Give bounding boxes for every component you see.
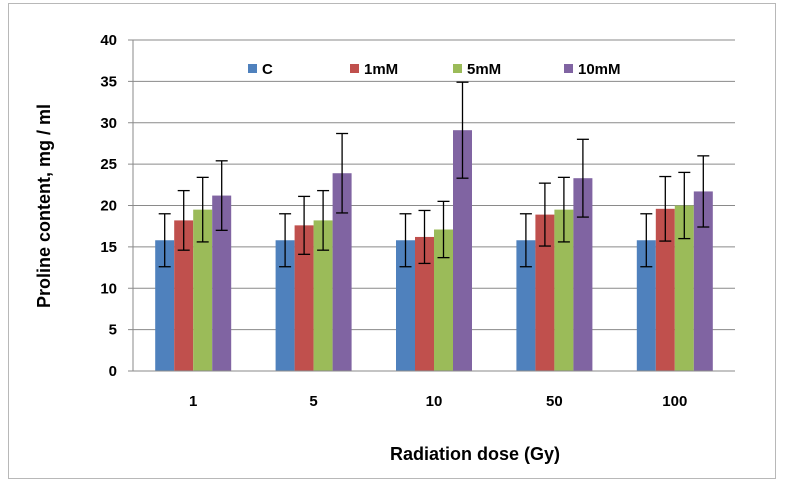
legend-label-5mm: 5mM — [467, 61, 501, 78]
legend-swatch-1mm — [350, 64, 359, 73]
bar-5mm-10 — [434, 229, 453, 371]
y-tick-label: 35 — [100, 73, 117, 90]
legend-label-c: C — [262, 61, 273, 78]
y-tick-label: 40 — [100, 32, 117, 49]
legend-label-1mm: 1mM — [364, 61, 398, 78]
bar-5mm-5 — [313, 220, 333, 371]
x-axis-title: Radiation dose (Gy) — [390, 444, 560, 464]
bar-10mm-5 — [332, 173, 352, 371]
legend-label-10mm: 10mM — [578, 61, 621, 78]
bars — [155, 130, 713, 371]
bar-10mm-1 — [212, 195, 232, 371]
y-tick-label: 25 — [100, 156, 117, 173]
bar-10mm-100 — [693, 191, 713, 371]
y-tick-label: 30 — [100, 115, 117, 132]
x-tick-labels: 1 5 10 50 100 — [189, 393, 687, 410]
x-tick-label: 10 — [426, 393, 443, 410]
y-tick-label: 0 — [109, 363, 117, 380]
gridlines — [133, 39, 735, 331]
bar-5mm-100 — [674, 205, 694, 371]
y-tick-label: 5 — [109, 322, 117, 339]
bar-1mm-10 — [415, 236, 434, 371]
x-tick-label: 50 — [546, 393, 563, 410]
x-tick-label: 5 — [309, 393, 317, 410]
y-axis-title: Proline content, mg / ml — [34, 104, 54, 308]
y-tick-label: 15 — [100, 239, 117, 256]
legend: C 1mM 5mM 10mM — [248, 61, 621, 78]
legend-swatch-c — [248, 64, 257, 73]
bar-1mm-50 — [535, 214, 555, 371]
bar-1mm-5 — [294, 225, 314, 371]
bar-c-5 — [275, 240, 295, 371]
y-tick-labels: 0 5 10 15 20 25 30 35 40 — [100, 32, 117, 380]
bar-c-50 — [516, 240, 536, 371]
y-tick-label: 20 — [100, 198, 117, 215]
bar-5mm-1 — [193, 209, 213, 371]
x-tick-label: 1 — [189, 393, 197, 410]
bar-10mm-10 — [453, 130, 472, 371]
axes — [128, 39, 735, 372]
bar-1mm-100 — [655, 208, 675, 371]
bar-1mm-1 — [174, 220, 194, 371]
x-tick-label: 100 — [662, 393, 687, 410]
error-bars — [158, 81, 710, 268]
legend-swatch-10mm — [564, 64, 573, 73]
legend-swatch-5mm — [453, 64, 462, 73]
bar-c-1 — [155, 240, 175, 371]
bar-c-100 — [636, 240, 656, 371]
y-tick-label: 10 — [100, 280, 117, 297]
bar-5mm-50 — [554, 209, 574, 371]
bar-c-10 — [396, 240, 415, 371]
bar-10mm-50 — [573, 178, 593, 371]
